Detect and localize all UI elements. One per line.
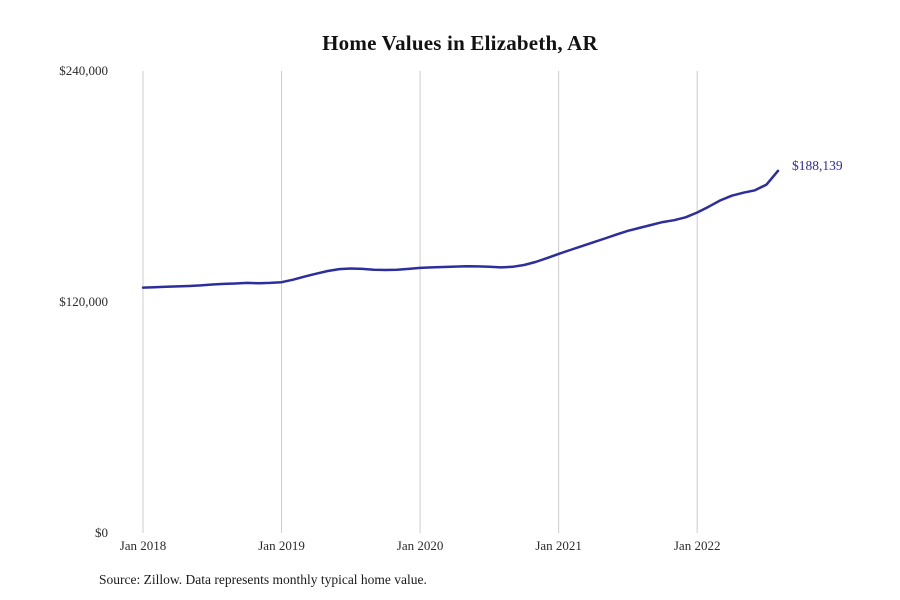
home-value-line [141, 169, 780, 289]
y-axis-tick-0: $0 [95, 525, 108, 540]
end-value-label: $188,139 [792, 157, 843, 173]
chart-title: Home Values in Elizabeth, AR [322, 31, 598, 55]
x-axis-tick-jan-2021: Jan 2021 [535, 538, 582, 553]
x-axis-tick-jan-2022: Jan 2022 [673, 538, 721, 553]
y-axis-tick-120000: $120,000 [59, 294, 108, 309]
y-axis-tick-240000: $240,000 [59, 63, 108, 78]
x-axis-tick-jan-2018: Jan 2018 [119, 538, 167, 553]
source-note: Source: Zillow. Data represents monthly … [99, 572, 427, 587]
x-axis-tick-jan-2020: Jan 2020 [396, 538, 444, 553]
x-axis-tick-jan-2019: Jan 2019 [258, 538, 305, 553]
